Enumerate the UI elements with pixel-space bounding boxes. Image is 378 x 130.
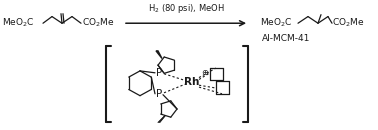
Text: $\oplus$: $\oplus$ [201, 68, 209, 77]
Polygon shape [156, 51, 162, 58]
Text: P: P [156, 68, 162, 78]
Text: MeO$_2$C: MeO$_2$C [2, 17, 34, 30]
Text: CO$_2$Me: CO$_2$Me [82, 17, 115, 30]
Text: Al-MCM-41: Al-MCM-41 [262, 34, 310, 43]
Text: MeO$_2$C: MeO$_2$C [260, 17, 293, 30]
Text: CO$_2$Me: CO$_2$Me [332, 17, 365, 30]
Text: Rh: Rh [184, 77, 200, 87]
Text: P: P [156, 89, 162, 99]
Text: H$_2$ (80 psi), MeOH: H$_2$ (80 psi), MeOH [148, 2, 224, 15]
